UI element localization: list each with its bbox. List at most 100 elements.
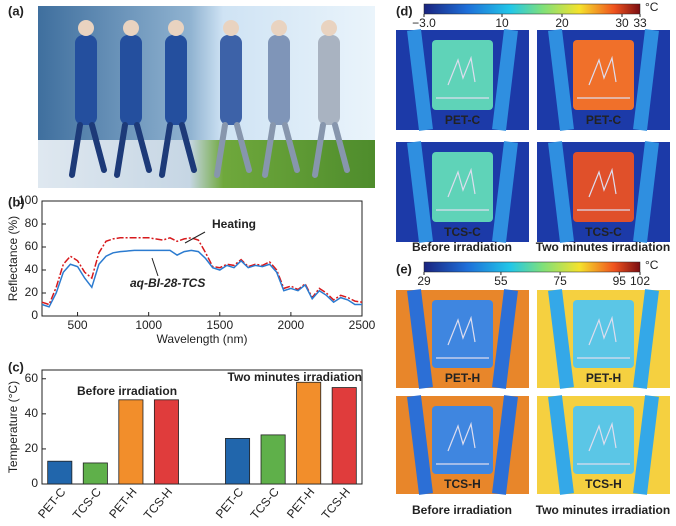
image-label: PET-H: [586, 371, 621, 385]
caption: Two minutes irradiation: [536, 240, 670, 254]
thermal-stripe: [407, 29, 518, 131]
panel-label: (a): [8, 3, 24, 18]
y-tick-label: 0: [31, 476, 38, 490]
panel-label: (b): [8, 194, 25, 209]
pattern: [577, 315, 630, 359]
x-tick-label: TCS-H: [141, 485, 175, 521]
bar: [82, 462, 108, 485]
image-label: PET-C: [445, 113, 481, 127]
image-label: PET-C: [586, 113, 622, 127]
y-tick-label: 60: [25, 239, 39, 253]
x-tick-label: TCS-H: [319, 485, 353, 521]
thermal-image: PET-C: [396, 29, 529, 131]
arrow: [184, 231, 206, 244]
y-tick-label: 20: [25, 285, 39, 299]
annotation: Heating: [212, 217, 256, 231]
annotation: Before irradiation: [77, 384, 177, 398]
thermal-stripe: [548, 395, 659, 495]
colorbar-tick-label: 33: [633, 16, 647, 30]
arrow: [151, 257, 159, 277]
plot-frame: [41, 200, 363, 317]
x-tick-label: PET-H: [106, 485, 139, 521]
x-tick-label: 1500: [206, 318, 233, 332]
pattern: [436, 421, 489, 465]
panel-label: (e): [396, 261, 412, 276]
colorbar-tick-label: 20: [555, 16, 569, 30]
thermal-image: PET-C: [537, 29, 670, 131]
panel-label: (c): [8, 359, 24, 374]
plot-frame: [41, 369, 363, 485]
line-series: [41, 236, 363, 306]
y-tick-label: 40: [25, 262, 39, 276]
bar: [260, 434, 286, 485]
x-axis-label: Wavelength (nm): [157, 332, 248, 346]
y-axis-label: Reflectance (%): [6, 216, 20, 301]
y-axis-label: Temperature (°C): [6, 381, 20, 473]
colorbar-tick-label: 75: [553, 274, 567, 288]
colorbar-tick-label: 10: [495, 16, 509, 30]
y-tick-label: 80: [25, 216, 39, 230]
x-tick-label: TCS-C: [70, 485, 105, 521]
thermal-stripe: [548, 141, 659, 243]
thermal-stripe: [407, 141, 518, 243]
pattern: [436, 315, 489, 359]
x-tick-label: 2500: [349, 318, 376, 332]
colorbar-tick-label: 55: [494, 274, 508, 288]
y-tick-label: 40: [25, 406, 39, 420]
line-series: [41, 249, 362, 308]
pattern: [577, 421, 630, 465]
colorbar-tick-label: 102: [630, 274, 650, 288]
panel-label: (d): [396, 3, 413, 18]
bar: [331, 387, 357, 485]
y-tick-label: 100: [18, 193, 38, 207]
y-tick-label: 20: [25, 441, 39, 455]
pattern: [436, 55, 489, 99]
x-tick-label: PET-H: [284, 485, 317, 521]
thermal-image: TCS-C: [537, 141, 670, 243]
x-tick-label: 1000: [135, 318, 162, 332]
annotation: Two minutes irradiation: [228, 370, 362, 384]
image-label: TCS-H: [585, 477, 622, 491]
colorbar-tick-label: −3.0: [412, 16, 436, 30]
image-label: TCS-H: [444, 477, 481, 491]
photo: [38, 6, 375, 188]
thermal-stripe: [407, 395, 518, 495]
image-label: TCS-C: [585, 225, 622, 239]
caption: Before irradiation: [412, 503, 512, 517]
y-tick-label: 0: [31, 308, 38, 322]
bar: [296, 381, 322, 485]
pattern: [436, 167, 489, 211]
thermal-image: PET-H: [537, 289, 670, 389]
thermal-image: TCS-H: [537, 395, 670, 495]
bar: [225, 437, 251, 485]
colorbar-tick-label: 29: [417, 274, 431, 288]
colorbar-unit: °C: [645, 0, 659, 14]
colorbar: [423, 261, 641, 273]
pattern: [577, 167, 630, 211]
colorbar: [423, 3, 641, 15]
x-tick-label: TCS-C: [248, 485, 283, 521]
pattern: [577, 55, 630, 99]
thermal-image: PET-H: [396, 289, 529, 389]
image-label: TCS-C: [444, 225, 481, 239]
thermal-image: TCS-C: [396, 141, 529, 243]
thermal-stripe: [407, 289, 518, 389]
x-tick-label: 2000: [278, 318, 305, 332]
bar: [47, 460, 73, 485]
x-tick-label: PET-C: [35, 485, 69, 521]
thermal-stripe: [548, 29, 659, 131]
image-label: PET-H: [445, 371, 480, 385]
caption: Before irradiation: [412, 240, 512, 254]
colorbar-unit: °C: [645, 258, 659, 272]
caption: Two minutes irradiation: [536, 503, 670, 517]
colorbar-tick-label: 30: [615, 16, 629, 30]
annotation: aq-BI-28-TCS: [130, 276, 205, 290]
bar: [153, 399, 179, 485]
thermal-stripe: [548, 289, 659, 389]
thermal-image: TCS-H: [396, 395, 529, 495]
colorbar-tick-label: 95: [613, 274, 627, 288]
bar: [118, 399, 144, 485]
x-tick-label: PET-C: [213, 485, 247, 521]
y-tick-label: 60: [25, 371, 39, 385]
